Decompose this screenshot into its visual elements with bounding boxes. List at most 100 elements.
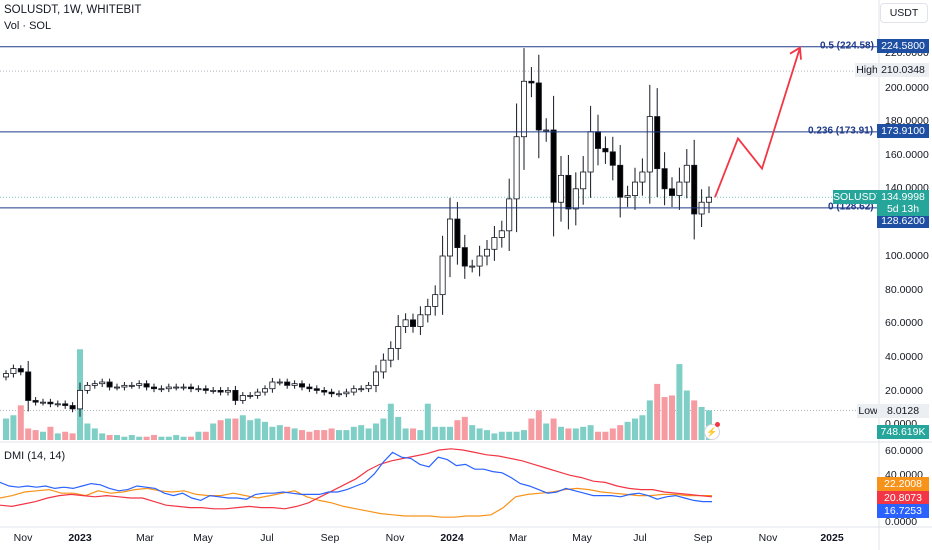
volume-bar <box>210 423 217 440</box>
volume-legend[interactable]: Vol · SOL <box>4 20 52 32</box>
bar-countdown: 5d 13h <box>877 202 929 216</box>
fib-label-0.5[interactable]: 0.5 (224.58) <box>820 40 874 52</box>
volume-bar <box>121 436 128 440</box>
time-tick: 2023 <box>68 532 92 544</box>
candle-body <box>306 386 313 390</box>
volume-bar <box>417 430 424 440</box>
volume-bar <box>513 431 520 440</box>
dmi-tick: 0.0000 <box>885 516 918 528</box>
volume-bar <box>254 418 261 440</box>
candle-body <box>224 389 231 393</box>
time-tick: 2025 <box>820 532 844 544</box>
time-tick: Sep <box>693 532 713 544</box>
volume-bar <box>17 405 24 440</box>
volume-bar <box>587 425 594 440</box>
volume-bar <box>683 390 690 440</box>
volume-bar <box>595 431 601 440</box>
candle-body <box>276 381 283 384</box>
candle-body <box>535 82 542 131</box>
volume-bar <box>114 435 120 440</box>
adx-line <box>0 448 713 510</box>
volume-bar <box>424 403 431 440</box>
time-tick: 2024 <box>440 532 464 544</box>
candle-body <box>432 294 439 307</box>
volume-bar <box>387 403 394 440</box>
volume-bar <box>535 410 542 440</box>
candle-body <box>210 389 217 392</box>
fib-label-0.236[interactable]: 0.236 (173.91) <box>808 125 874 137</box>
fib-price-tag: 128.6200 <box>877 214 929 228</box>
candle-body <box>128 384 135 387</box>
volume-bar <box>158 436 165 440</box>
candle-body <box>239 395 246 401</box>
volume-bar <box>99 433 106 440</box>
candle-body <box>646 116 653 173</box>
volume-bar <box>521 430 527 440</box>
candle-body <box>84 384 91 391</box>
candle-body <box>180 386 187 389</box>
volume-bar <box>25 428 32 440</box>
candle-body <box>558 174 565 203</box>
volume-bar <box>602 431 609 440</box>
candle-body <box>409 319 416 327</box>
candle-body <box>580 171 587 190</box>
volume-value-tag: 748.619K <box>877 425 929 439</box>
candle-body <box>99 381 106 385</box>
candle-body <box>617 164 624 198</box>
dmi-legend[interactable]: DMI (14, 14) <box>4 450 66 462</box>
fib-label-0[interactable]: 0 (128.62) <box>828 201 874 213</box>
candle-body <box>91 383 98 386</box>
volume-bar <box>580 426 587 440</box>
volume-bar <box>373 423 379 440</box>
volume-bar <box>106 435 113 440</box>
volume-bar <box>136 436 143 440</box>
candle-body <box>106 381 113 388</box>
candle-body <box>521 80 528 138</box>
volume-bar <box>506 431 513 440</box>
candle-body <box>335 393 342 396</box>
volume-bar <box>609 428 616 440</box>
candle-body <box>543 129 550 132</box>
currency-button[interactable]: USDT <box>880 3 928 23</box>
candle-body <box>439 255 446 296</box>
candle-body <box>639 171 646 183</box>
volume-bar <box>624 421 631 440</box>
volume-bar <box>151 435 157 440</box>
volume-bar <box>128 435 135 440</box>
volume-bar <box>32 430 39 440</box>
candle-body <box>483 248 490 257</box>
candle-body <box>417 314 424 327</box>
flash-icon[interactable]: ⚡ <box>704 424 720 440</box>
low-value: 8.0128 <box>877 404 929 418</box>
candle-body <box>372 371 379 386</box>
volume-bar <box>69 433 76 440</box>
symbol-title[interactable]: SOLUSDT, 1W, WHITEBIT <box>4 4 142 16</box>
volume-bar <box>276 425 283 440</box>
candle-body <box>624 195 631 198</box>
volume-bar <box>336 430 342 440</box>
candle-body <box>321 389 328 393</box>
candle-body <box>402 319 409 327</box>
candle-body <box>365 384 372 390</box>
volume-bar <box>617 425 624 440</box>
candle-body <box>284 381 291 386</box>
candle-body <box>158 388 165 391</box>
volume-bar <box>225 418 231 440</box>
volume-bar <box>62 431 69 440</box>
volume-bar <box>439 426 446 440</box>
volume-bar <box>321 430 328 440</box>
candle-body <box>247 395 254 397</box>
candle-body <box>469 265 476 268</box>
candle-body <box>446 218 453 257</box>
candle-body <box>528 80 535 84</box>
plus-di-tag: 16.7253 <box>877 504 929 518</box>
volume-bar <box>350 426 357 440</box>
candle-body <box>395 326 402 349</box>
candle-body <box>587 131 594 173</box>
dmi-tick: 60.0000 <box>885 445 923 457</box>
candle-body <box>40 401 47 404</box>
price-tick: 60.0000 <box>885 317 923 329</box>
volume-bar <box>558 426 564 440</box>
time-tick: Mar <box>135 532 155 544</box>
